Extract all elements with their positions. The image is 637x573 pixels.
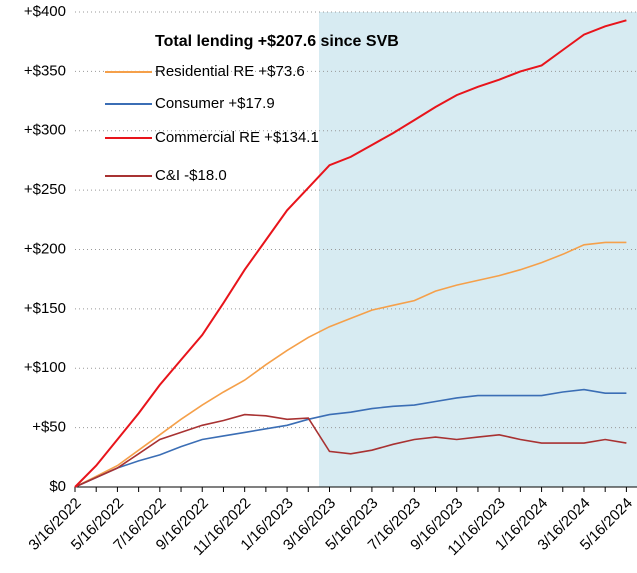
svb-period-shading <box>319 12 637 487</box>
series-line <box>74 241 627 488</box>
legend-label: C&I -$18.0 <box>155 167 227 184</box>
y-tick-label: +$200 <box>24 240 66 257</box>
y-tick-label: +$350 <box>24 62 66 79</box>
legend-label: Residential RE +$73.6 <box>155 63 305 80</box>
legend-title: Total lending +$207.6 since SVB <box>155 33 399 50</box>
series-line <box>74 388 627 488</box>
legend-label: Commercial RE +$134.1 <box>155 129 319 146</box>
y-tick-label: +$100 <box>24 359 66 376</box>
series-line <box>74 19 627 488</box>
y-tick-label: +$400 <box>24 3 66 20</box>
y-tick-label: $0 <box>49 478 66 495</box>
y-tick-label: +$50 <box>32 419 66 436</box>
y-tick-label: +$300 <box>24 122 66 139</box>
series-line <box>74 413 627 488</box>
legend-label: Consumer +$17.9 <box>155 95 275 112</box>
y-tick-label: +$250 <box>24 181 66 198</box>
y-tick-label: +$150 <box>24 300 66 317</box>
